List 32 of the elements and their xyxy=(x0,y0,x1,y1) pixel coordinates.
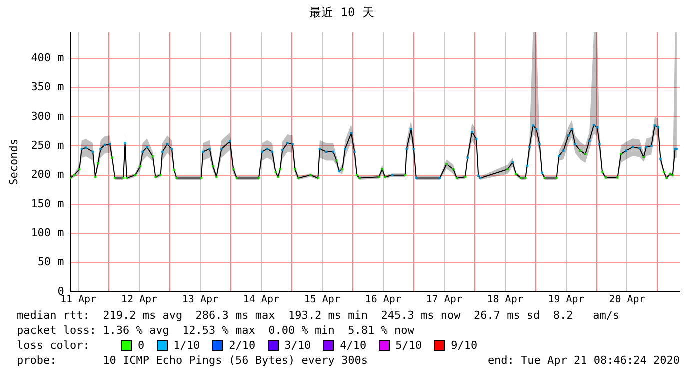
x-tick-label: 11 Apr xyxy=(60,294,97,306)
x-tick-label: 18 Apr xyxy=(487,294,524,306)
legend-label: 0 xyxy=(138,338,145,353)
y-tick-label: 100 m xyxy=(31,226,65,240)
legend-label: 2/10 xyxy=(229,338,256,353)
y-tick-label: 250 m xyxy=(31,139,65,152)
text: probe: 10 ICMP Echo Pings (56 Bytes) every 300s xyxy=(17,353,368,368)
chart-title: 最近 10 天 xyxy=(310,5,374,20)
y-tick-label: 300 m xyxy=(31,110,65,123)
text: packet loss: 1.36 % avg 12.53 % max 0.00 % min 5.81 % now xyxy=(16,323,416,338)
y-axis-title: Seconds xyxy=(7,139,20,186)
text: end: Tue Apr 21 08:46:24 2020 xyxy=(488,353,680,368)
x-tick-label: 17 Apr xyxy=(426,294,462,306)
x-tick-label: 14 Apr xyxy=(243,294,280,306)
legend-label: 4/10 xyxy=(340,338,367,353)
legend-label: 3/10 xyxy=(284,338,312,353)
legend-label: 5/10 xyxy=(396,338,422,353)
legend-title: loss color: xyxy=(17,338,91,353)
y-tick-label: 150 m xyxy=(31,197,65,210)
legend-label: 1/10 xyxy=(174,338,200,353)
y-tick-label: 50 m xyxy=(38,256,65,269)
x-tick-label: 20 Apr xyxy=(609,294,646,306)
y-tick-label: 400 m xyxy=(31,52,65,65)
legend-label: 9/10 xyxy=(451,338,478,353)
y-tick-label: 200 m xyxy=(31,168,65,182)
y-tick-label: 350 m xyxy=(31,80,65,94)
x-tick-label: 19 Apr xyxy=(548,294,584,306)
text: median rtt: 219.2 ms avg 286.3 ms max 193.2 ms min 245.3 ms now 26.7 ms sd 8.2 am/s xyxy=(16,308,621,323)
x-tick-label: 12 Apr xyxy=(121,294,158,306)
x-tick-label: 15 Apr xyxy=(304,294,340,306)
x-tick-label: 13 Apr xyxy=(182,294,219,306)
x-tick-label: 16 Apr xyxy=(365,294,402,306)
